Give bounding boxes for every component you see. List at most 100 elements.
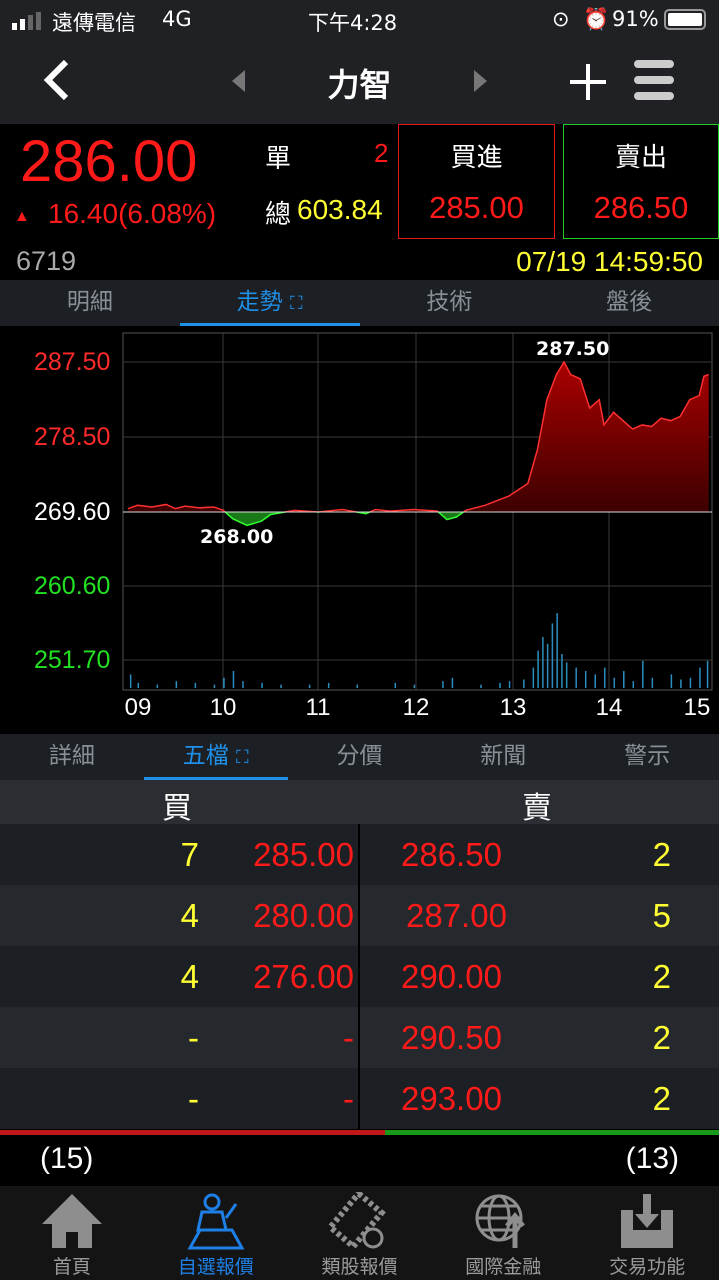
nav-international[interactable]: 國際金融 xyxy=(431,1186,575,1280)
clock: 下午4:28 xyxy=(308,11,398,35)
volume-bar xyxy=(261,682,263,688)
volume-bar xyxy=(689,677,692,688)
nav-trading[interactable]: 交易功能 xyxy=(575,1186,719,1280)
volume-bar xyxy=(213,684,216,688)
home-icon xyxy=(41,1194,102,1248)
tab-trend[interactable]: 走勢 ⛶ xyxy=(179,280,360,326)
high-annotation: 287.50 xyxy=(536,338,610,360)
tab-label: 盤後 xyxy=(606,289,653,315)
volume-bar xyxy=(480,684,482,688)
x-tick: 15 xyxy=(683,694,711,721)
sell-button[interactable]: 賣出 286.50 xyxy=(563,124,719,239)
ask-quantity: 5 xyxy=(652,897,671,934)
x-tick: 12 xyxy=(402,694,430,721)
volume-bar xyxy=(194,682,197,688)
y-tick: 287.50 xyxy=(34,348,111,376)
volume-bar xyxy=(175,681,178,688)
x-tick: 09 xyxy=(124,694,152,721)
volume-bar xyxy=(613,677,616,688)
total-volume: 603.84 xyxy=(297,194,383,225)
volume-bar xyxy=(584,671,587,688)
buy-button[interactable]: 買進 285.00 xyxy=(398,124,555,239)
price-area-up xyxy=(128,362,709,512)
tab-label: 詳細 xyxy=(48,743,95,769)
volume-bar xyxy=(532,667,535,688)
expand-icon[interactable]: ⛶ xyxy=(289,293,303,314)
tab-news[interactable]: 新聞 xyxy=(431,734,575,780)
volume-bar xyxy=(604,667,606,688)
ask-price: 290.50 xyxy=(401,1019,502,1056)
signal-icon xyxy=(12,11,42,30)
buy-price: 285.00 xyxy=(429,190,524,225)
ask-total: (13) xyxy=(625,1142,679,1175)
rotation-lock-icon: ⊙ xyxy=(552,7,570,31)
volume-bar xyxy=(706,660,709,688)
y-tick: 278.50 xyxy=(34,423,111,451)
volume-bar xyxy=(575,667,577,688)
volume-bar xyxy=(232,671,235,688)
battery-icon xyxy=(664,9,706,30)
bid-price: - xyxy=(343,1019,354,1056)
ask-price: 286.50 xyxy=(401,836,502,873)
volume-bar xyxy=(699,667,701,688)
expand-icon[interactable]: ⛶ xyxy=(236,747,249,768)
nav-label: 交易功能 xyxy=(609,1256,686,1278)
bid-quantity: - xyxy=(188,1080,199,1117)
volume-bar xyxy=(651,677,654,688)
sell-label: 賣出 xyxy=(614,142,667,172)
volume-bar xyxy=(499,682,501,688)
volume-bar xyxy=(242,681,244,688)
volume-bar xyxy=(680,679,682,688)
menu-button[interactable] xyxy=(634,58,674,106)
tab-label: 五檔 xyxy=(182,743,229,769)
status-bar: 遠傳電信 4G 下午4:28 ⊙ ⏰ 91% xyxy=(0,0,719,40)
nav-sector-quotes[interactable]: 類股報價 xyxy=(288,1186,432,1280)
prev-stock-button[interactable] xyxy=(232,70,246,96)
plus-icon xyxy=(570,64,606,100)
sell-header: 賣 xyxy=(522,791,552,826)
volume-bar xyxy=(156,684,159,688)
volume-bar xyxy=(508,681,511,688)
nav-watchlist[interactable]: 自選報價 xyxy=(144,1186,288,1280)
tab-five-levels[interactable]: 五檔 ⛶ xyxy=(143,734,288,780)
volume-bar xyxy=(642,660,644,688)
ask-quantity: 2 xyxy=(652,1019,671,1056)
tab-label: 新聞 xyxy=(480,743,527,769)
y-tick: 260.60 xyxy=(34,572,111,600)
volume-bar xyxy=(308,684,311,688)
ask-price: 290.00 xyxy=(401,958,502,995)
bid-quantity: 4 xyxy=(180,897,199,934)
inbox-download-icon xyxy=(621,1194,674,1248)
tab-label: 技術 xyxy=(426,289,473,315)
tab-technical[interactable]: 技術 xyxy=(360,280,540,326)
bid-quantity: 7 xyxy=(180,836,199,873)
bottom-tabs: 詳細 五檔 ⛶ 分價 新聞 警示 xyxy=(0,734,719,780)
x-tick: 11 xyxy=(305,694,331,721)
bid-ask-ratio-bar xyxy=(0,1130,719,1135)
volume-bar xyxy=(442,681,444,688)
nav-label: 自選報價 xyxy=(177,1256,254,1278)
bid-price: 280.00 xyxy=(253,897,354,934)
tab-price-volume[interactable]: 分價 xyxy=(288,734,432,780)
buy-label: 買進 xyxy=(450,142,503,172)
next-stock-button[interactable] xyxy=(474,70,488,96)
back-button[interactable] xyxy=(38,56,78,104)
tab-alerts[interactable]: 警示 xyxy=(575,734,719,780)
volume-bar xyxy=(223,677,225,688)
x-tick: 10 xyxy=(209,694,237,721)
ask-price: 293.00 xyxy=(401,1080,502,1117)
buy-header: 買 xyxy=(162,791,192,826)
total-label: 總 xyxy=(265,199,292,229)
battery-percent: 91% xyxy=(612,7,659,31)
order-book-divider xyxy=(358,824,360,1130)
add-button[interactable] xyxy=(568,62,608,106)
tab-detail[interactable]: 明細 xyxy=(0,280,180,326)
tab-details[interactable]: 詳細 xyxy=(0,734,144,780)
volume-bar xyxy=(565,662,568,688)
stock-title: 力智 xyxy=(327,66,392,104)
volume-bar xyxy=(280,684,282,688)
price-area-down xyxy=(128,512,709,526)
nav-home[interactable]: 首頁 xyxy=(0,1186,144,1280)
tab-after-hours[interactable]: 盤後 xyxy=(539,280,719,326)
film-money-icon xyxy=(327,1192,387,1250)
